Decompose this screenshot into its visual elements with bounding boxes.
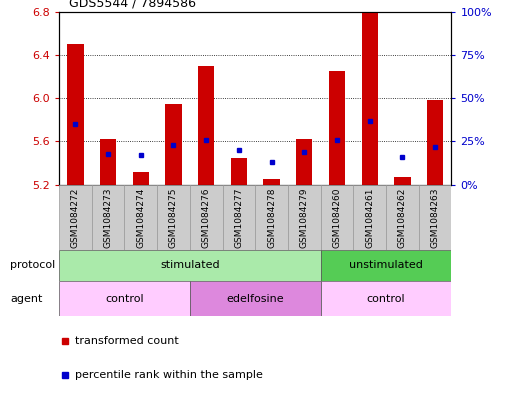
Text: agent: agent	[10, 294, 42, 304]
Bar	[223, 185, 255, 250]
Bar	[427, 100, 443, 185]
Bar	[100, 139, 116, 185]
Bar	[198, 66, 214, 185]
Bar	[255, 185, 288, 250]
Bar	[321, 281, 451, 316]
Bar	[124, 185, 157, 250]
Bar	[67, 44, 84, 185]
Bar	[92, 185, 125, 250]
Text: transformed count: transformed count	[75, 336, 179, 346]
Bar	[296, 139, 312, 185]
Bar	[263, 179, 280, 185]
Bar	[386, 185, 419, 250]
Bar	[190, 185, 223, 250]
Bar	[321, 185, 353, 250]
Text: GSM1084273: GSM1084273	[104, 188, 112, 248]
Bar	[231, 158, 247, 185]
Text: stimulated: stimulated	[160, 260, 220, 270]
Text: percentile rank within the sample: percentile rank within the sample	[75, 370, 263, 380]
Text: GSM1084274: GSM1084274	[136, 188, 145, 248]
Text: control: control	[367, 294, 405, 304]
Bar	[59, 250, 321, 281]
Bar	[59, 185, 92, 250]
Bar	[190, 281, 321, 316]
Bar	[362, 12, 378, 185]
Bar	[353, 185, 386, 250]
Text: GSM1084261: GSM1084261	[365, 188, 374, 248]
Bar	[165, 104, 182, 185]
Text: GSM1084262: GSM1084262	[398, 188, 407, 248]
Bar	[329, 71, 345, 185]
Text: control: control	[105, 294, 144, 304]
Bar	[321, 250, 451, 281]
Bar	[394, 177, 410, 185]
Text: edelfosine: edelfosine	[226, 294, 284, 304]
Text: GSM1084278: GSM1084278	[267, 188, 276, 248]
Text: GSM1084275: GSM1084275	[169, 188, 178, 248]
Text: protocol: protocol	[10, 260, 55, 270]
Text: unstimulated: unstimulated	[349, 260, 423, 270]
Text: GSM1084272: GSM1084272	[71, 188, 80, 248]
Bar	[157, 185, 190, 250]
Bar	[288, 185, 321, 250]
Bar	[132, 172, 149, 185]
Text: GSM1084279: GSM1084279	[300, 188, 309, 248]
Text: GSM1084276: GSM1084276	[202, 188, 211, 248]
Text: GSM1084263: GSM1084263	[430, 188, 440, 248]
Bar	[59, 281, 190, 316]
Text: GDS5544 / 7894586: GDS5544 / 7894586	[69, 0, 196, 10]
Text: GSM1084277: GSM1084277	[234, 188, 243, 248]
Bar	[419, 185, 451, 250]
Text: GSM1084260: GSM1084260	[332, 188, 342, 248]
